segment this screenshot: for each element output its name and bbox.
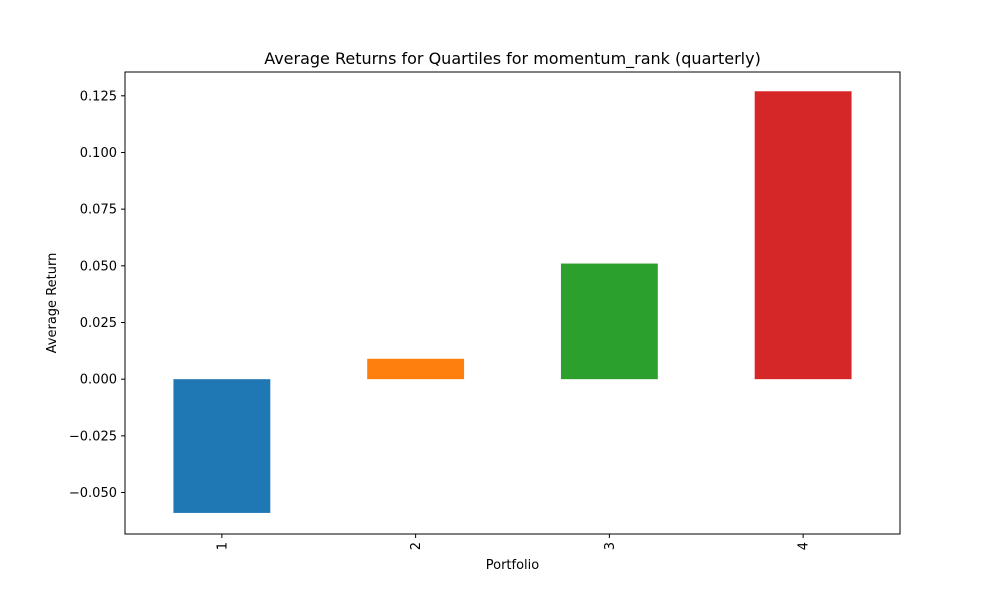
y-tick-label: 0.125 bbox=[80, 89, 117, 104]
y-tick-label: 0.025 bbox=[80, 316, 117, 331]
bar-1 bbox=[173, 379, 271, 513]
y-tick-label: 0.100 bbox=[80, 146, 117, 161]
bar-3 bbox=[560, 263, 658, 380]
y-tick-label: 0.075 bbox=[80, 203, 117, 218]
chart-title: Average Returns for Quartiles for moment… bbox=[264, 49, 761, 69]
x-axis-label: Portfolio bbox=[486, 558, 540, 573]
y-tick-label: −0.050 bbox=[69, 486, 117, 501]
bar-2 bbox=[367, 358, 465, 380]
x-tick-label: 2 bbox=[409, 542, 424, 550]
x-axis: 1 2 3 4 bbox=[215, 534, 812, 550]
plot-frame bbox=[124, 71, 901, 535]
y-axis-label: Average Return bbox=[45, 253, 60, 354]
y-tick-label: −0.025 bbox=[69, 429, 117, 444]
x-tick-label: 1 bbox=[215, 542, 230, 550]
y-tick-label: 0.050 bbox=[80, 259, 117, 274]
bar-4 bbox=[754, 91, 852, 380]
y-tick-label: 0.000 bbox=[80, 373, 117, 388]
x-tick-label: 3 bbox=[603, 542, 618, 550]
x-tick-label: 4 bbox=[797, 542, 812, 550]
plot-area bbox=[173, 91, 852, 513]
y-axis: −0.050 −0.025 0.000 0.025 0.050 0.075 0.100 0.1… bbox=[69, 89, 125, 501]
